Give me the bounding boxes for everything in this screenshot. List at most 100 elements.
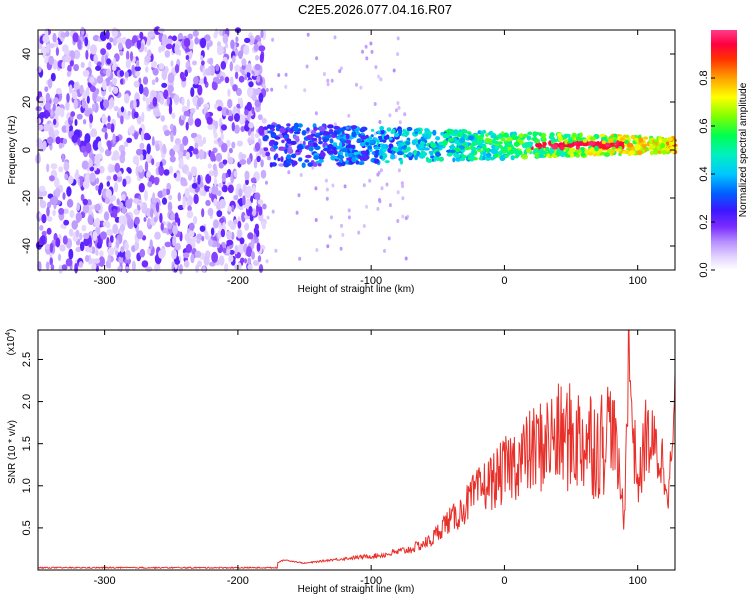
- spectrogram-cell: [345, 126, 350, 130]
- spectrogram-cell: [131, 64, 135, 76]
- spectrogram-cell: [238, 188, 243, 198]
- spectrogram-cell: [295, 210, 299, 215]
- spectrogram-cell: [98, 256, 106, 267]
- spectrogram-cell: [132, 155, 140, 165]
- spectrogram-cell: [172, 235, 177, 247]
- spectrogram-cell: [347, 113, 351, 118]
- spectrogram-cell: [106, 122, 112, 130]
- spectrogram-cell: [557, 135, 563, 142]
- spectrogram-cell: [99, 31, 107, 41]
- spectrogram-cell: [207, 66, 211, 76]
- spectrogram-cell: [218, 182, 223, 188]
- spectrogram-cell: [319, 151, 326, 158]
- spectrogram-cell: [538, 153, 544, 158]
- spectrogram-cell: [125, 59, 131, 69]
- spectrogram-cell: [611, 149, 616, 154]
- spectrogram-cell: [376, 206, 380, 211]
- spectrogram-cell: [248, 35, 255, 46]
- spectrogram-cell: [212, 147, 218, 154]
- spectrogram-cell: [379, 126, 385, 131]
- spectrogram-cell: [667, 137, 673, 142]
- spectrogram-cell: [104, 197, 111, 205]
- spectrogram-cell: [221, 107, 228, 117]
- spectrogram-cell: [82, 198, 89, 206]
- spectrogram-cell: [48, 55, 55, 65]
- spectrogram-cell: [144, 161, 149, 172]
- spectrogram-cell: [136, 115, 142, 125]
- spectrogram-cell: [230, 76, 234, 87]
- spectrogram-cell: [95, 96, 103, 102]
- spectrogram-cell: [245, 187, 251, 197]
- spectrogram-cell: [146, 35, 152, 47]
- spectrogram-cell: [287, 148, 294, 154]
- spectrogram-cell: [186, 200, 191, 207]
- spectrogram-cell: [61, 264, 68, 271]
- spectrogram-cell: [154, 231, 161, 240]
- spectrogram-cell: [115, 239, 120, 249]
- spectrogram-cell: [173, 144, 180, 152]
- spectrogram-cell: [254, 132, 260, 138]
- spectrogram-cell: [227, 98, 233, 109]
- spectrogram-cell: [144, 46, 148, 53]
- spectrogram-cell: [254, 192, 261, 200]
- spectrogram-cell: [96, 75, 104, 84]
- spectrogram-cell: [378, 120, 382, 124]
- spectrogram-cell: [330, 215, 333, 220]
- spectrogram-cell: [133, 131, 139, 140]
- spectrogram-cell: [464, 146, 471, 151]
- spectrogram-cell: [660, 142, 666, 149]
- spectrogram-cell: [370, 128, 375, 132]
- spectrogram-cell: [169, 86, 173, 98]
- colorbar-tick-label: 0.6: [698, 118, 710, 133]
- spectrogram-cell: [93, 258, 101, 264]
- spectrogram-cell: [172, 35, 177, 42]
- spectrogram-cell: [278, 163, 285, 167]
- spectrogram-cell: [614, 148, 622, 152]
- spectrogram-cell: [577, 141, 584, 147]
- spectrogram-cell: [206, 42, 210, 51]
- spectrogram-cell: [221, 172, 226, 183]
- spectrogram-cell: [40, 235, 46, 246]
- spectrogram-cell: [187, 66, 192, 73]
- colorbar-gradient: [711, 30, 737, 270]
- spectrogram-cell: [315, 56, 319, 61]
- spectrogram-cell: [400, 146, 408, 150]
- spectrogram-cell: [314, 186, 318, 191]
- spectrogram-cell: [42, 34, 50, 44]
- spectrogram-cell: [240, 126, 245, 132]
- spectrogram-cell: [368, 136, 373, 141]
- spectrogram-cell: [37, 124, 44, 131]
- spectrogram-cell: [169, 148, 176, 157]
- spectrogram-cell: [442, 139, 448, 146]
- spectrogram-cell: [394, 108, 398, 113]
- spectrogram-cell: [223, 186, 228, 193]
- spectrogram-cell: [163, 89, 169, 100]
- spectrogram-cell: [311, 165, 315, 170]
- spectrogram-cell: [43, 123, 50, 132]
- spectrogram-cell: [435, 151, 441, 157]
- spectrogram-cell: [164, 50, 171, 58]
- spectrogram-cell: [459, 157, 466, 161]
- spectrogram-cell: [486, 152, 492, 158]
- spectrogram-cell: [138, 165, 143, 173]
- spectrogram-cell: [225, 42, 229, 49]
- spectrogram-cell: [263, 147, 269, 152]
- spectrogram-cell: [36, 118, 42, 124]
- spectrogram-cell: [213, 198, 218, 207]
- spectrogram-cell: [453, 153, 461, 158]
- spectrogram-cell: [351, 131, 357, 138]
- spectrogram-cell: [374, 65, 378, 70]
- snr-x-axis-label: Height of straight line (km): [298, 584, 415, 595]
- spectrogram-cell: [423, 147, 430, 151]
- spectrogram-cell: [351, 156, 356, 163]
- spectrogram-cell: [139, 142, 145, 150]
- spectrogram-cell: [221, 142, 228, 153]
- spectrogram-cell: [44, 86, 49, 92]
- spectrogram-cell: [403, 153, 407, 158]
- spectrogram-cell: [379, 155, 383, 160]
- spectrogram-cell: [89, 172, 96, 183]
- spectrogram-cell: [259, 53, 264, 64]
- spectrogram-cell: [269, 162, 273, 168]
- spectrogram-cell: [248, 206, 253, 214]
- spectrogram-cell: [499, 155, 506, 162]
